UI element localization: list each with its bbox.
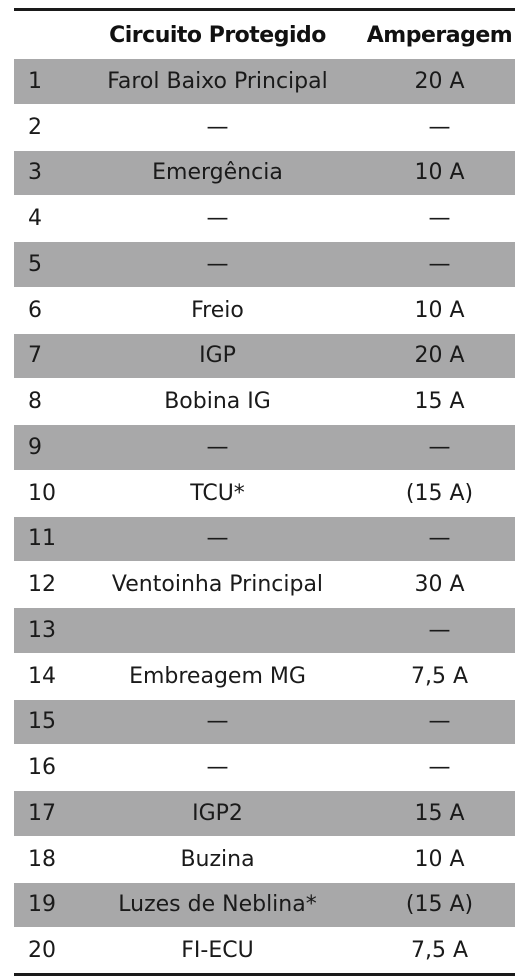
- amperage: —: [364, 241, 515, 288]
- table-row: 13 —: [14, 607, 515, 654]
- fuse-number: 15: [14, 699, 71, 746]
- amperage: (15 A): [364, 470, 515, 517]
- protected-circuit: Ventoinha Principal: [71, 561, 364, 608]
- table-row: 6 Freio 10 A: [14, 287, 515, 334]
- amperage: 15 A: [364, 790, 515, 837]
- table-row: 16— —: [14, 744, 515, 791]
- table-row: 18 Buzina 10 A: [14, 836, 515, 883]
- fuse-number: 6: [14, 287, 71, 334]
- protected-circuit: —: [71, 104, 364, 151]
- fuse-number: 2: [14, 104, 71, 151]
- fuse-number: 20: [14, 927, 71, 975]
- fuse-number: 14: [14, 653, 71, 700]
- protected-circuit: Buzina: [71, 836, 364, 883]
- table-row: 12 Ventoinha Principal 30 A: [14, 561, 515, 608]
- protected-circuit: Emergência: [71, 150, 364, 197]
- amperage: 7,5 A: [364, 927, 515, 975]
- table-row: 14 Embreagem MG 7,5 A: [14, 653, 515, 700]
- table-row: 5— —: [14, 241, 515, 288]
- table-row: 7 IGP 20 A: [14, 333, 515, 380]
- table-row: 1 Farol Baixo Principal 20 A: [14, 59, 515, 105]
- amperage: —: [364, 104, 515, 151]
- protected-circuit: IGP: [71, 333, 364, 380]
- fuse-number: 7: [14, 333, 71, 380]
- fuse-number: 4: [14, 195, 71, 242]
- fuse-number: 17: [14, 790, 71, 837]
- fuse-number: 8: [14, 378, 71, 425]
- table-row: 20 FI-ECU 7,5 A: [14, 927, 515, 975]
- amperage: —: [364, 424, 515, 471]
- amperage: 10 A: [364, 836, 515, 883]
- amperage: 30 A: [364, 561, 515, 608]
- amperage: 7,5 A: [364, 653, 515, 700]
- fuse-number: 5: [14, 241, 71, 288]
- protected-circuit: Farol Baixo Principal: [71, 59, 364, 105]
- table-row: 19 Luzes de Neblina* (15 A): [14, 882, 515, 929]
- amperage: —: [364, 516, 515, 563]
- protected-circuit: —: [71, 699, 364, 746]
- protected-circuit: TCU*: [71, 470, 364, 517]
- protected-circuit: Bobina IG: [71, 378, 364, 425]
- fuse-number: 11: [14, 516, 71, 563]
- table-row: 15— —: [14, 699, 515, 746]
- amperage: 20 A: [364, 333, 515, 380]
- fuse-number: 13: [14, 607, 71, 654]
- amperage: —: [364, 744, 515, 791]
- fuse-table: Circuito Protegido Amperagem 1 Farol Baix…: [14, 8, 515, 976]
- protected-circuit: —: [71, 424, 364, 471]
- fuse-number: 9: [14, 424, 71, 471]
- amperage: 15 A: [364, 378, 515, 425]
- amperage: 10 A: [364, 150, 515, 197]
- protected-circuit: —: [71, 195, 364, 242]
- header-amperage: Amperagem: [366, 22, 513, 48]
- table-row: 4— —: [14, 195, 515, 242]
- protected-circuit: IGP2: [71, 790, 364, 837]
- protected-circuit: [71, 607, 364, 654]
- table-row: 3 Emergência 10 A: [14, 150, 515, 197]
- fuse-number: 16: [14, 744, 71, 791]
- table-row: 11— —: [14, 516, 515, 563]
- protected-circuit: —: [71, 516, 364, 563]
- amperage: —: [364, 195, 515, 242]
- protected-circuit: —: [71, 241, 364, 288]
- fuse-number: 19: [14, 882, 71, 929]
- table-row: 2— —: [14, 104, 515, 151]
- fuse-rows: 1 Farol Baixo Principal 20 A 2— —3 Emergência…: [14, 59, 515, 975]
- protected-circuit: Luzes de Neblina*: [71, 882, 364, 929]
- fuse-number: 3: [14, 150, 71, 197]
- table-row: 10 TCU* (15 A): [14, 470, 515, 517]
- amperage: (15 A): [364, 882, 515, 929]
- protected-circuit: Freio: [71, 287, 364, 334]
- fuse-number: 10: [14, 470, 71, 517]
- fuse-number: 1: [14, 59, 71, 105]
- protected-circuit: —: [71, 744, 364, 791]
- header-number: [14, 10, 71, 60]
- header-circuit: Circuito Protegido: [109, 22, 326, 48]
- amperage: 20 A: [364, 59, 515, 105]
- fuse-number: 18: [14, 836, 71, 883]
- protected-circuit: Embreagem MG: [71, 653, 364, 700]
- amperage: —: [364, 699, 515, 746]
- protected-circuit: FI-ECU: [71, 927, 364, 975]
- table-row: 8 Bobina IG 15 A: [14, 378, 515, 425]
- fuse-number: 12: [14, 561, 71, 608]
- header-row: Circuito Protegido Amperagem: [14, 10, 515, 60]
- amperage: 10 A: [364, 287, 515, 334]
- amperage: —: [364, 607, 515, 654]
- table-row: 17 IGP2 15 A: [14, 790, 515, 837]
- table-row: 9— —: [14, 424, 515, 471]
